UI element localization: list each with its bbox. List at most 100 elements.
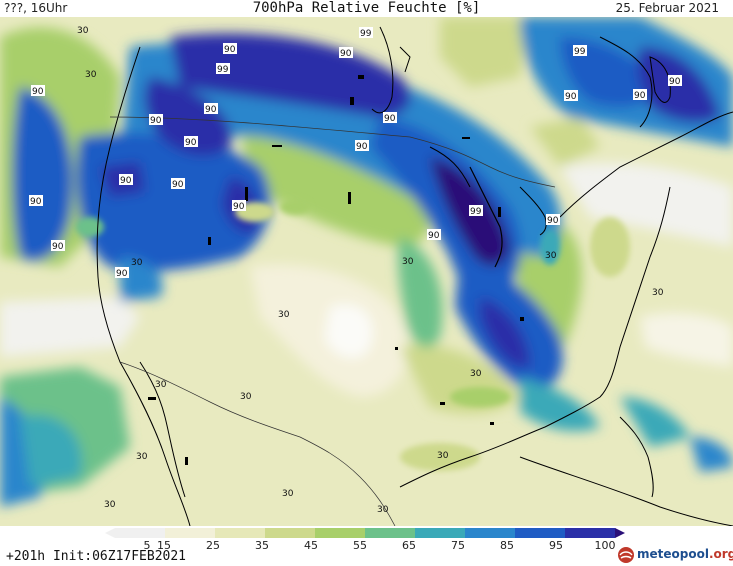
svg-text:30: 30 — [131, 258, 143, 268]
colorbar-tick-label: 45 — [304, 539, 318, 552]
colorbar-segment — [215, 528, 266, 538]
contour-label: 90 — [51, 240, 65, 252]
contour-label: 30 — [85, 70, 97, 80]
contour-label: 30 — [437, 451, 449, 461]
colorbar-segment — [265, 528, 316, 538]
contour-label: 30 — [131, 258, 143, 268]
contour-label: 90 — [232, 200, 246, 212]
svg-text:30: 30 — [437, 451, 449, 461]
lake-fragments — [148, 75, 524, 465]
contour-label: 30 — [136, 452, 148, 462]
contour-label: 90 — [29, 195, 43, 207]
contour-label: 90 — [115, 267, 129, 279]
contour-label: 30 — [77, 26, 89, 36]
svg-text:30: 30 — [282, 489, 294, 499]
colorbar-segment — [315, 528, 366, 538]
svg-text:90: 90 — [172, 180, 184, 190]
coastlines — [96, 26, 733, 526]
svg-text:90: 90 — [565, 92, 577, 102]
colorbar-tick-label: 65 — [402, 539, 416, 552]
contour-label: 90 — [204, 103, 218, 115]
svg-text:30: 30 — [85, 70, 97, 80]
svg-text:90: 90 — [233, 202, 245, 212]
svg-text:30: 30 — [470, 369, 482, 379]
contour-label: 90 — [383, 112, 397, 124]
svg-text:30: 30 — [155, 380, 167, 390]
contour-label: 30 — [240, 392, 252, 402]
contour-label: 99 — [573, 45, 587, 57]
colorbar-ticks: 5 15 25 35 45 55 65 75 85 95 100 — [0, 539, 733, 553]
valid-date-label: 25. Februar 2021 — [615, 1, 719, 15]
colorbar-tick-label: 5 — [143, 539, 151, 552]
svg-text:99: 99 — [217, 65, 229, 75]
colorbar-tick-label: 55 — [353, 539, 367, 552]
svg-text:90: 90 — [634, 91, 646, 101]
colorbar-tick-label: 100 — [594, 539, 616, 552]
contour-label: 90 — [31, 85, 45, 97]
svg-text:30: 30 — [652, 288, 664, 298]
contour-label: 30 — [104, 500, 116, 510]
colorbar-segment — [465, 528, 516, 538]
colorbar-segment — [415, 528, 466, 538]
svg-text:99: 99 — [360, 29, 372, 39]
svg-text:90: 90 — [428, 231, 440, 241]
svg-text:90: 90 — [150, 116, 162, 126]
contour-label: 99 — [359, 27, 373, 39]
svg-text:30: 30 — [136, 452, 148, 462]
humidity-field — [0, 17, 733, 507]
contour-label: 30 — [470, 369, 482, 379]
colorbar-segment — [515, 528, 566, 538]
svg-text:99: 99 — [574, 47, 586, 57]
contour-label: 30 — [278, 310, 290, 320]
contour-label: 90 — [633, 89, 647, 101]
svg-text:90: 90 — [52, 242, 64, 252]
svg-text:90: 90 — [32, 87, 44, 97]
contour-label: 99 — [216, 63, 230, 75]
svg-text:90: 90 — [384, 114, 396, 124]
contour-label: 90 — [184, 136, 198, 148]
contour-label: 90 — [427, 229, 441, 241]
contour-label: 99 — [469, 205, 483, 217]
svg-text:90: 90 — [116, 269, 128, 279]
logo-name: meteopool — [637, 547, 709, 561]
borders — [109, 116, 556, 526]
colorbar-tick-label: 25 — [206, 539, 220, 552]
svg-text:30: 30 — [104, 500, 116, 510]
contour-label: 90 — [119, 174, 133, 186]
contour-label: 30 — [402, 257, 414, 267]
meteopool-logo[interactable]: meteopool.org — [617, 546, 733, 564]
contour-label: 30 — [282, 489, 294, 499]
colorbar-tick-label: 95 — [549, 539, 563, 552]
globe-icon — [618, 547, 634, 563]
svg-text:90: 90 — [669, 77, 681, 87]
colorbar-segment — [115, 528, 166, 538]
map-title: 700hPa Relative Feuchte [%] — [252, 0, 481, 16]
contour-label: 30 — [377, 505, 389, 515]
contour-label: 90 — [149, 114, 163, 126]
map-footer: 5 15 25 35 45 55 65 75 85 95 100 +201h Init:06Z17F… — [0, 526, 733, 566]
colorbar-cap-right — [615, 528, 625, 538]
contour-label: 30 — [155, 380, 167, 390]
svg-text:99: 99 — [470, 207, 482, 217]
svg-text:90: 90 — [30, 197, 42, 207]
colorbar-segment — [565, 528, 616, 538]
map-header: ???, 16Uhr 700hPa Relative Feuchte [%] 2… — [0, 0, 733, 17]
contour-label: 90 — [564, 90, 578, 102]
svg-text:90: 90 — [224, 45, 236, 55]
colorbar-cap-left — [105, 528, 115, 538]
logo-tld: .org — [708, 547, 733, 561]
contour-label: 90 — [355, 140, 369, 152]
valid-time-label: ???, 16Uhr — [4, 1, 68, 15]
svg-text:30: 30 — [278, 310, 290, 320]
colorbar-tick-label: 75 — [451, 539, 465, 552]
contour-label: 30 — [652, 288, 664, 298]
svg-text:30: 30 — [545, 251, 557, 261]
colorbar — [105, 528, 625, 538]
contour-label: 90 — [223, 43, 237, 55]
colorbar-segment — [165, 528, 216, 538]
contour-label: 90 — [668, 75, 682, 87]
svg-text:30: 30 — [77, 26, 89, 36]
svg-text:90: 90 — [120, 176, 132, 186]
svg-text:30: 30 — [377, 505, 389, 515]
init-time-label: +201h Init:06Z17FEB2021 — [6, 549, 187, 564]
